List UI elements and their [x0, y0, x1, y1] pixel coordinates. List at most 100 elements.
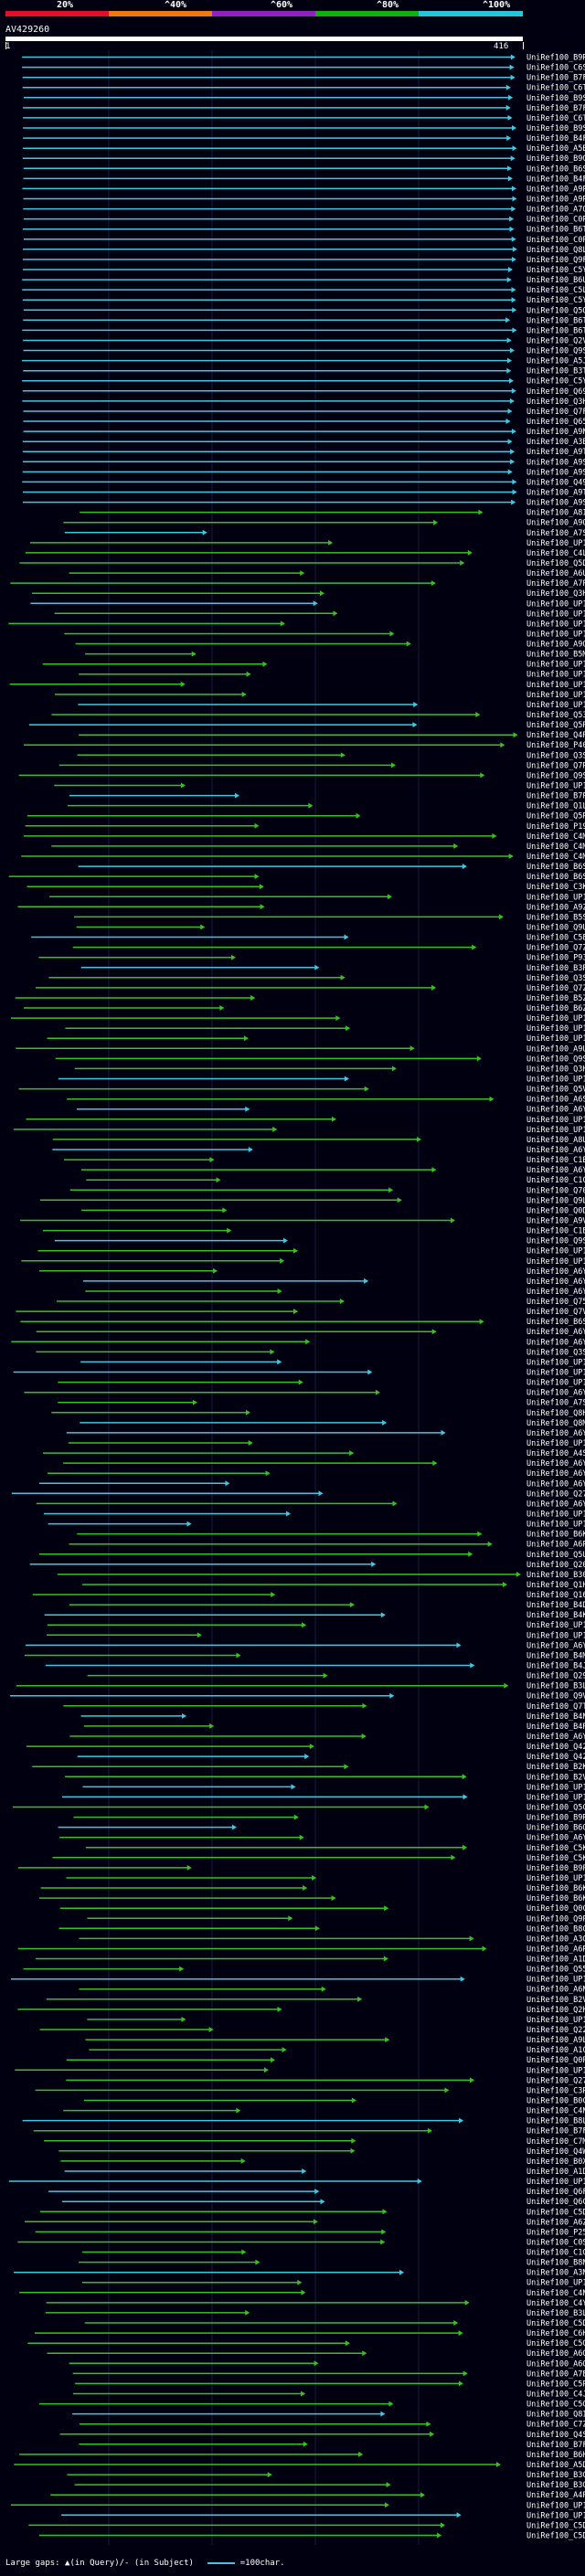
hit-label[interactable]: UniRef100_Q7F225 — [526, 408, 585, 417]
hit-label[interactable]: UniRef100_B5Z290 — [526, 994, 585, 1003]
hit-label[interactable]: UniRef100_B4FAC2 — [526, 134, 585, 143]
hit-label[interactable]: UniRef100_C6TFI1 — [526, 114, 585, 123]
hit-label[interactable]: UniRef100_UP1000... — [526, 691, 585, 700]
hit-label[interactable]: UniRef100_B6H1A7 — [526, 2451, 585, 2460]
hit-label[interactable]: UniRef100_A6YMD8 — [526, 1288, 585, 1297]
hit-label[interactable]: UniRef100_C0PNG8 — [526, 236, 585, 245]
hit-label[interactable]: UniRef100_Q9VNE9 — [526, 1692, 585, 1701]
hit-label[interactable]: UniRef100_UP1000... — [526, 782, 585, 791]
hit-label[interactable]: UniRef100_A4SSV9 — [526, 1449, 585, 1458]
hit-label[interactable]: UniRef100_A6YMC9 — [526, 1389, 585, 1398]
hit-label[interactable]: UniRef100_C5K578 — [526, 1854, 585, 1863]
hit-label[interactable]: UniRef100_Q70G99 — [526, 1186, 585, 1195]
hit-label[interactable]: UniRef100_A6YMD2 — [526, 1429, 585, 1438]
hit-label[interactable]: UniRef100_UP1000... — [526, 631, 585, 640]
hit-label[interactable]: UniRef100_C6SY28 — [526, 64, 585, 73]
hit-label[interactable]: UniRef100_C4M7C7 — [526, 843, 585, 852]
hit-label[interactable]: UniRef100_A9SHY1 — [526, 499, 585, 508]
hit-label[interactable]: UniRef100_UP1000... — [526, 1793, 585, 1802]
hit-label[interactable]: UniRef100_A5DKI0 — [526, 2461, 585, 2470]
hit-label[interactable]: UniRef100_UP1000... — [526, 2016, 585, 2025]
hit-label[interactable]: UniRef100_C4M7C9 — [526, 832, 585, 842]
hit-label[interactable]: UniRef100_Q3HNK3 — [526, 1065, 585, 1074]
hit-label[interactable]: UniRef100_A6RZ47 — [526, 1945, 585, 1955]
hit-label[interactable]: UniRef100_UP1000... — [526, 1621, 585, 1630]
hit-label[interactable]: UniRef100_UP1000... — [526, 539, 585, 548]
hit-label[interactable]: UniRef100_Q7Z0R9 — [526, 984, 585, 993]
hit-label[interactable]: UniRef100_C6H1N1 — [526, 2329, 585, 2338]
hit-label[interactable]: UniRef100_A6YMD7 — [526, 1500, 585, 1509]
hit-label[interactable]: UniRef100_A9V9H5 — [526, 1217, 585, 1226]
hit-label[interactable]: UniRef100_A1CSQ4 — [526, 2046, 585, 2055]
hit-label[interactable]: UniRef100_Q2V3X0 — [526, 337, 585, 346]
hit-label[interactable]: UniRef100_Q65055 — [526, 418, 585, 427]
hit-label[interactable]: UniRef100_B3GNR6 — [526, 2471, 585, 2480]
hit-label[interactable]: UniRef100_A6YMD0 — [526, 1834, 585, 1843]
hit-label[interactable]: UniRef100_P93099 — [526, 954, 585, 963]
hit-label[interactable]: UniRef100_B4DNE8 — [526, 1601, 585, 1610]
hit-label[interactable]: UniRef100_UP1000... — [526, 1126, 585, 1135]
hit-label[interactable]: UniRef100_C3RFH2 — [526, 2086, 585, 2095]
hit-label[interactable]: UniRef100_Q2HSE7 — [526, 2006, 585, 2015]
hit-label[interactable]: UniRef100_A1DNJ4 — [526, 1956, 585, 1965]
hit-label[interactable]: UniRef100_B0CQ75 — [526, 2097, 585, 2106]
hit-label[interactable]: UniRef100_Q20XX4 — [526, 1561, 585, 1570]
hit-label[interactable]: UniRef100_C5K5C5 — [526, 1844, 585, 1853]
hit-label[interactable]: UniRef100_UP1000... — [526, 610, 585, 619]
hit-label[interactable]: UniRef100_B7FMQ6 — [526, 104, 585, 113]
hit-label[interactable]: UniRef100_Q9S200 — [526, 1237, 585, 1246]
hit-label[interactable]: UniRef100_UP1000... — [526, 1511, 585, 1520]
hit-label[interactable]: UniRef100_B4JST8 — [526, 1662, 585, 1671]
hit-label[interactable]: UniRef100_A3BFV7 — [526, 438, 585, 447]
hit-label[interactable]: UniRef100_Q4R8Z2 — [526, 731, 585, 740]
hit-label[interactable]: UniRef100_B6TG85 — [526, 226, 585, 235]
hit-label[interactable]: UniRef100_B3LWG3 — [526, 1682, 585, 1691]
hit-label[interactable]: UniRef100_B6SHV0 — [526, 863, 585, 872]
hit-label[interactable]: UniRef100_Q0PWQ2 — [526, 2056, 585, 2065]
hit-label[interactable]: UniRef100_C7Z2R9 — [526, 2421, 585, 2430]
hit-label[interactable]: UniRef100_A6YME0 — [526, 1479, 585, 1489]
hit-label[interactable]: UniRef100_A6UE34 — [526, 569, 585, 578]
hit-label[interactable]: UniRef100_Q3HRW1 — [526, 398, 585, 407]
hit-label[interactable]: UniRef100_C5ELG7 — [526, 934, 585, 943]
hit-label[interactable]: UniRef100_UP1000... — [526, 1358, 585, 1367]
hit-label[interactable]: UniRef100_Q9SS37 — [526, 771, 585, 780]
hit-label[interactable]: UniRef100_Q27389 — [526, 2076, 585, 2085]
hit-label[interactable]: UniRef100_B6UGM0 — [526, 276, 585, 285]
hit-label[interactable]: UniRef100_UP1000... — [526, 1439, 585, 1448]
hit-label[interactable]: UniRef100_UP1000... — [526, 671, 585, 680]
hit-label[interactable]: UniRef100_Q553R7 — [526, 1966, 585, 1975]
hit-label[interactable]: UniRef100_Q1LYB7 — [526, 802, 585, 811]
hit-label[interactable]: UniRef100_A9ZT89 — [526, 903, 585, 912]
hit-label[interactable]: UniRef100_UP1000... — [526, 620, 585, 629]
hit-label[interactable]: UniRef100_Q5CNP4 — [526, 1804, 585, 1813]
hit-label[interactable]: UniRef100_Q5VTE0 — [526, 1086, 585, 1095]
hit-label[interactable]: UniRef100_Q3SD19 — [526, 974, 585, 983]
hit-label[interactable]: UniRef100_P25784 — [526, 2228, 585, 2237]
hit-label[interactable]: UniRef100_Q5RA38 — [526, 721, 585, 730]
hit-label[interactable]: UniRef100_A3N0N8 — [526, 2269, 585, 2278]
hit-label[interactable]: UniRef100_B30HL8 — [526, 1571, 585, 1580]
hit-label[interactable]: UniRef100_Q9SFU1 — [526, 347, 585, 356]
hit-label[interactable]: UniRef100_B4NKK3 — [526, 1712, 585, 1722]
hit-label[interactable]: UniRef100_A6YMD6 — [526, 1146, 585, 1155]
hit-label[interactable]: UniRef100_A4RP86 — [526, 2491, 585, 2500]
hit-label[interactable]: UniRef100_Q7TDS9 — [526, 1702, 585, 1712]
hit-label[interactable]: UniRef100_A9T6N0 — [526, 448, 585, 457]
hit-label[interactable]: UniRef100_B6TBP1 — [526, 316, 585, 325]
hit-label[interactable]: UniRef100_C4LF73 — [526, 549, 585, 558]
hit-label[interactable]: UniRef100_B6K831 — [526, 1884, 585, 1893]
hit-label[interactable]: UniRef100_B0XPS3 — [526, 2157, 585, 2167]
hit-label[interactable]: UniRef100_B3RYH7 — [526, 964, 585, 973]
hit-label[interactable]: UniRef100_Q6FWC2 — [526, 2188, 585, 2197]
hit-label[interactable]: UniRef100_A6G005 — [526, 2359, 585, 2369]
hit-label[interactable]: UniRef100_C4N076 — [526, 2289, 585, 2298]
hit-label[interactable]: UniRef100_B6SYR4 — [526, 1318, 585, 1327]
hit-label[interactable]: UniRef100_UP1000... — [526, 1034, 585, 1044]
hit-label[interactable]: UniRef100_C1GVX4 — [526, 2249, 585, 2258]
hit-label[interactable]: UniRef100_C1C516 — [526, 1176, 585, 1185]
hit-label[interactable]: UniRef100_Q6CJT9 — [526, 2198, 585, 2207]
hit-label[interactable]: UniRef100_B3L3H1 — [526, 2309, 585, 2318]
hit-label[interactable]: UniRef100_C0PM4 — [526, 216, 585, 225]
hit-label[interactable]: UniRef100_A9PBJ0 — [526, 196, 585, 205]
